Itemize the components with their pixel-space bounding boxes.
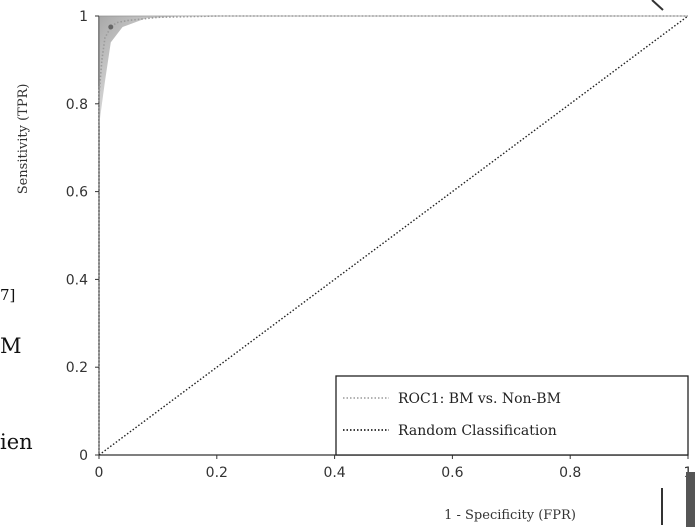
y-tick-label: 1	[79, 9, 88, 25]
legend: ROC1: BM vs. Non-BM Random Classificatio…	[335, 375, 689, 456]
page-text-fragment: ien	[0, 430, 33, 454]
series-layer	[98, 15, 689, 456]
page-text-fragment: M	[0, 334, 22, 358]
x-tick-label: 0.8	[559, 465, 581, 481]
page-edge-marks	[651, 0, 695, 527]
legend-box	[335, 375, 689, 456]
page-mark	[686, 472, 695, 527]
page-mark	[651, 0, 664, 11]
x-tick-label: 0.4	[323, 465, 345, 481]
page-text-fragment: 7]	[0, 286, 16, 304]
legend-label-random: Random Classification	[398, 423, 557, 439]
y-tick-label: 0.2	[66, 360, 88, 376]
y-tick-label: 0.4	[66, 272, 88, 288]
roc-confidence-band	[99, 16, 188, 126]
page-mark	[661, 488, 663, 525]
legend-label-roc: ROC1: BM vs. Non-BM	[398, 391, 561, 407]
y-axis-label: Sensitivity (TPR)	[16, 84, 31, 195]
x-axis-label: 1 - Specificity (FPR)	[444, 508, 576, 523]
y-tick-label: 0	[79, 448, 88, 464]
operating-point	[108, 24, 114, 30]
x-tick-label: 0.6	[441, 465, 463, 481]
y-tick-label: 0.6	[66, 185, 88, 201]
x-tick-label: 0.2	[206, 465, 228, 481]
x-tick-label: 0	[95, 465, 104, 481]
y-axis-ticks: 0 0.2 0.4 0.6 0.8 1	[66, 9, 99, 464]
x-axis-ticks: 00.20.40.60.81	[95, 455, 692, 481]
confidence-band	[99, 16, 188, 126]
y-tick-label: 0.8	[66, 97, 88, 113]
